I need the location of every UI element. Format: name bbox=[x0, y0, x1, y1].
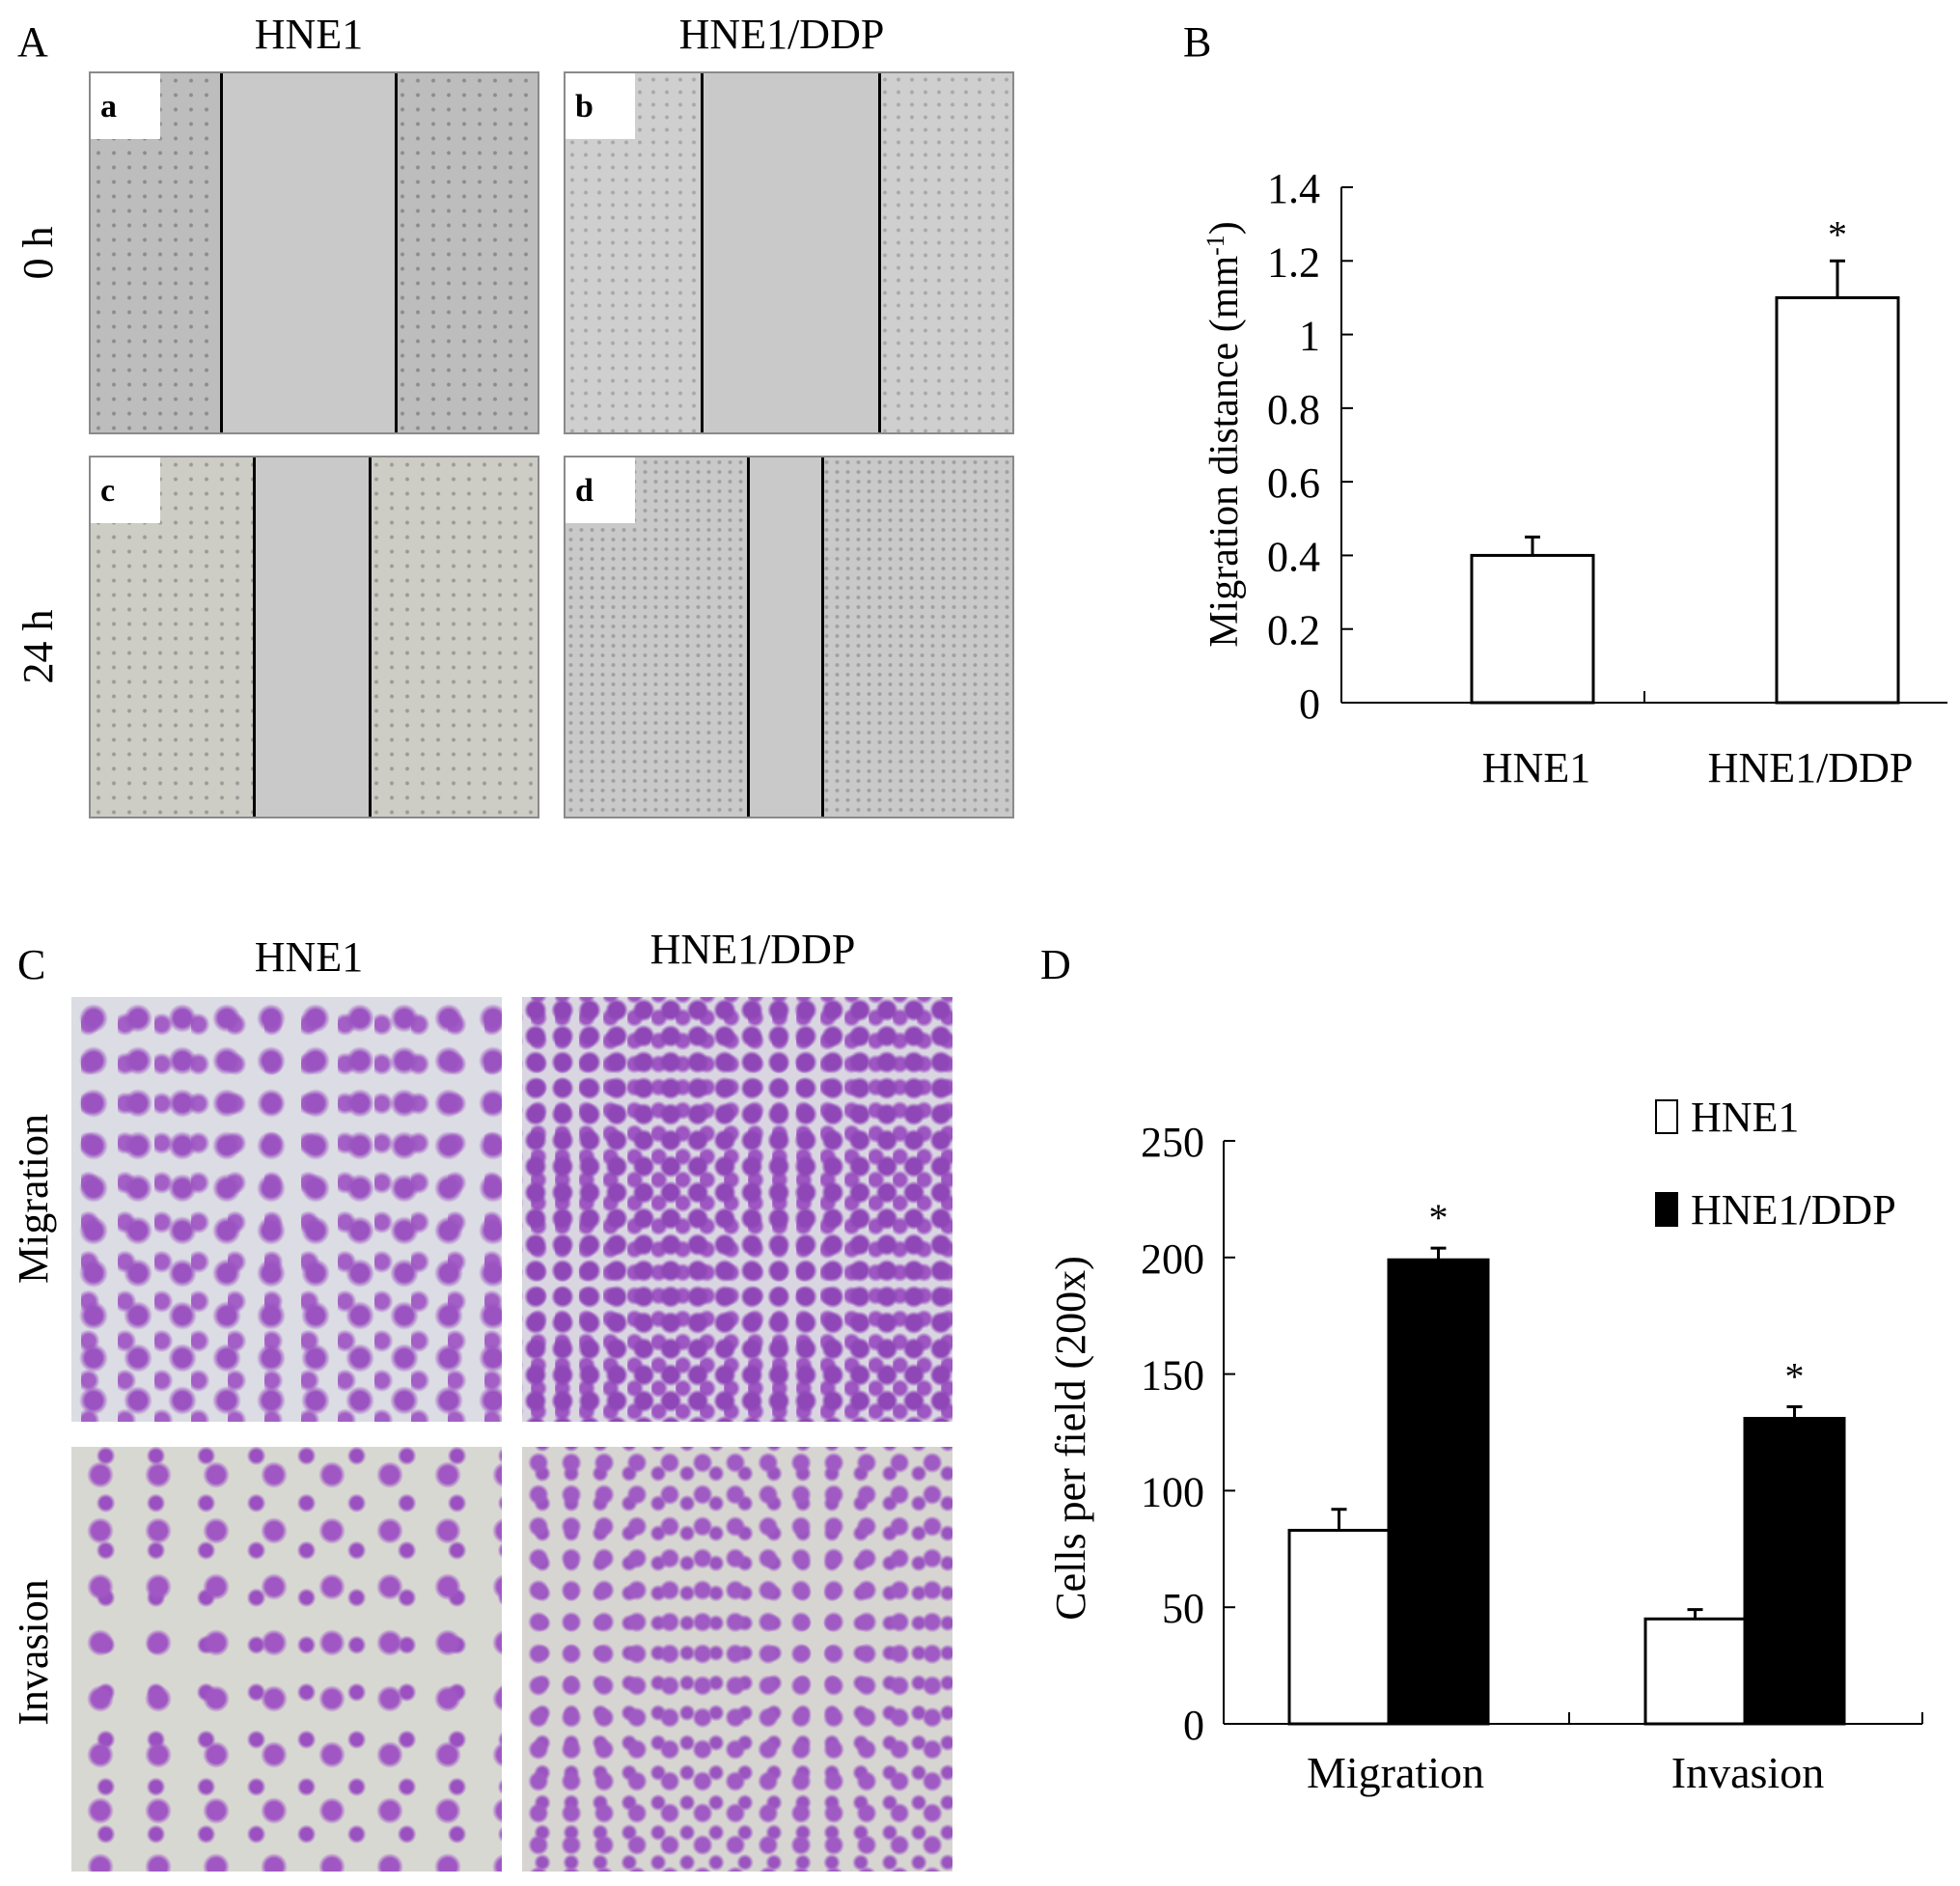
chart-b-y-tick-label: 1.4 bbox=[1267, 165, 1320, 212]
chart-b-y-tick-label: 0 bbox=[1299, 680, 1320, 728]
chart-b-y-tick-label: 0.2 bbox=[1267, 607, 1320, 654]
panel-c-letter: C bbox=[17, 941, 46, 988]
chart-d-significance-marker: * bbox=[1785, 1354, 1805, 1398]
panel-a-row-title-0h: 0 h bbox=[14, 226, 62, 280]
chart-d-y-tick-label: 100 bbox=[1141, 1468, 1204, 1515]
sub-label-a: a bbox=[100, 89, 117, 125]
chart-d: 0 50 100 150 200 250 * Migration * Invasion Cells … bbox=[1047, 1094, 1923, 1797]
transwell-image-hne1-ddp-migration bbox=[522, 997, 952, 1422]
chart-d-x-tick-label: Invasion bbox=[1671, 1748, 1824, 1797]
chart-d-legend-swatch bbox=[1655, 1099, 1678, 1134]
chart-b-significance-marker: * bbox=[1828, 212, 1847, 256]
chart-d-y-tick-label: 250 bbox=[1141, 1119, 1204, 1166]
chart-b-bar bbox=[1775, 295, 1900, 705]
panel-c-col-title-hne1-ddp: HNE1/DDP bbox=[649, 926, 856, 973]
scratch-image-a: a bbox=[89, 71, 539, 434]
transwell-image-hne1-ddp-invasion bbox=[522, 1447, 952, 1872]
chart-b-y-tick-label: 1.2 bbox=[1267, 238, 1320, 286]
transwell-image-hne1-migration bbox=[71, 997, 502, 1422]
chart-d-y-tick-label: 50 bbox=[1162, 1585, 1204, 1632]
sub-label-b: b bbox=[575, 89, 594, 125]
panel-b-letter: B bbox=[1183, 18, 1212, 66]
chart-d-significance-marker: * bbox=[1429, 1196, 1449, 1239]
panel-a-col-title-hne1: HNE1 bbox=[254, 11, 364, 58]
chart-d-legend-label: HNE1/DDP bbox=[1691, 1186, 1896, 1234]
chart-d-y-tick-label: 150 bbox=[1141, 1352, 1204, 1400]
panel-a-col-title-hne1-ddp: HNE1/DDP bbox=[678, 11, 885, 58]
panel-c-row-title-invasion: Invasion bbox=[10, 1579, 57, 1726]
chart-d-y-tick-label: 200 bbox=[1141, 1235, 1204, 1283]
chart-d-y-axis-label: Cells per field (200x) bbox=[1047, 1256, 1094, 1621]
chart-b-x-tick-label: HNE1/DDP bbox=[1708, 744, 1914, 791]
chart-b-bar bbox=[1470, 553, 1595, 705]
sub-label-d: d bbox=[575, 473, 594, 509]
chart-d-bar bbox=[1387, 1258, 1490, 1726]
chart-d-x-tick-label: Migration bbox=[1307, 1748, 1484, 1797]
panel-d-letter: D bbox=[1040, 941, 1071, 988]
scratch-image-b: b bbox=[564, 71, 1014, 434]
chart-b: 0 0.2 0.4 0.6 0.8 1 1.2 1.4 HNE1 * HNE1/DDP Migrati… bbox=[1201, 165, 1947, 791]
chart-b-x-tick-label: HNE1 bbox=[1482, 744, 1590, 791]
chart-d-bar bbox=[1643, 1617, 1747, 1726]
panel-c-col-title-hne1: HNE1 bbox=[254, 933, 364, 981]
chart-b-y-tick-label: 0.4 bbox=[1267, 533, 1320, 580]
panel-c-row-title-migration: Migration bbox=[10, 1114, 57, 1284]
chart-b-y-tick-label: 1 bbox=[1299, 313, 1320, 360]
chart-d-bar bbox=[1743, 1417, 1846, 1726]
panel-a-letter: A bbox=[17, 18, 48, 66]
sub-label-c: c bbox=[100, 473, 116, 509]
chart-d-legend-label: HNE1 bbox=[1691, 1094, 1799, 1141]
chart-d-y-tick-label: 0 bbox=[1183, 1702, 1204, 1749]
transwell-image-hne1-invasion bbox=[71, 1447, 502, 1872]
chart-b-y-tick-label: 0.6 bbox=[1267, 459, 1320, 507]
chart-d-bar bbox=[1287, 1528, 1391, 1726]
panel-a-row-title-24h: 24 h bbox=[14, 609, 62, 684]
scratch-image-c: c bbox=[89, 456, 539, 818]
chart-d-legend-swatch bbox=[1655, 1192, 1678, 1227]
chart-b-y-axis-label: Migration distance (mm-1) bbox=[1201, 221, 1248, 648]
scratch-image-d: d bbox=[564, 456, 1014, 818]
chart-b-y-tick-label: 0.8 bbox=[1267, 386, 1320, 433]
